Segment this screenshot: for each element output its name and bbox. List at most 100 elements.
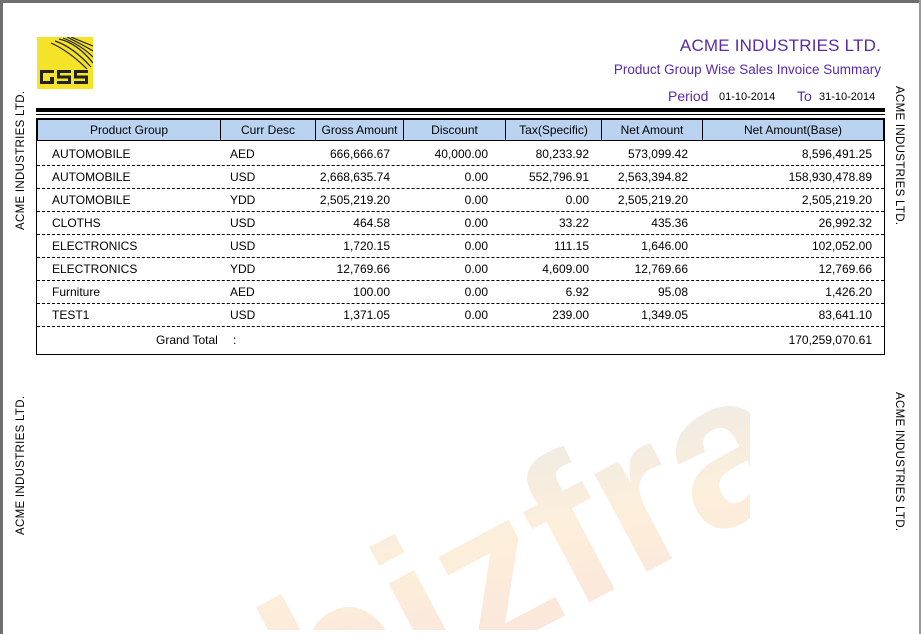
cell-product-group: ELECTRONICS [52,262,138,276]
cell-curr-desc: USD [230,170,256,184]
company-name: ACME INDUSTRIES LTD. [679,36,881,55]
sales-summary-table: Product Group Curr Desc Gross Amount Dis… [36,118,885,355]
cell-curr-desc: USD [230,308,256,322]
cell-tax-specific: 552,796.91 [528,170,589,184]
row-separator [37,188,884,189]
cell-net-amount: 95.08 [657,285,688,299]
table-row: AUTOMOBILE AED 666,666.67 40,000.00 80,233.9… [37,143,884,166]
row-separator [37,211,884,212]
cell-net-amount: 435.36 [651,216,688,230]
cell-gross-amount: 666,666.67 [329,147,390,161]
watermark-logo: bizframe [225,330,750,630]
cell-net-amount-base: 26,992.32 [818,216,872,230]
table-row: AUTOMOBILE USD 2,668,635.74 0.00 552,796.91 2… [37,166,884,189]
row-separator [37,257,884,258]
cell-tax-specific: 4,609.00 [542,262,589,276]
cell-tax-specific: 239.00 [552,308,589,322]
table-row: AUTOMOBILE YDD 2,505,219.20 0.00 0.00 2,505,2… [37,189,884,212]
row-separator [37,165,884,166]
table-row: ELECTRONICS USD 1,720.15 0.00 111.15 1,646.00… [37,235,884,258]
cell-discount: 0.00 [464,193,488,207]
row-separator [37,326,884,327]
period-range: Period 01-10-2014 To 31-10-2014 [668,88,888,108]
table-row: TEST1 USD 1,371.05 0.00 239.00 1,349.05 83,641… [37,304,884,327]
col-header-gross-amount: Gross Amount [315,119,404,141]
col-header-net-amount: Net Amount [601,119,703,141]
cell-net-amount-base: 102,052.00 [811,239,872,253]
period-to: 31-10-2014 [819,91,876,103]
cell-net-amount-base: 158,930,478.89 [788,170,872,184]
side-label-left-top: ACME INDUSTRIES LTD. [15,90,27,230]
cell-net-amount: 1,349.05 [641,308,688,322]
cell-net-amount: 2,563,394.82 [617,170,688,184]
cell-gross-amount: 2,505,219.20 [319,193,390,207]
cell-product-group: AUTOMOBILE [52,170,131,184]
cell-product-group: Furniture [52,285,101,299]
col-header-tax: Tax(Specific) [505,119,602,141]
header-rule-thick [36,108,885,112]
company-logo [37,37,93,89]
cell-net-amount: 12,769.66 [634,262,688,276]
cell-discount: 0.00 [464,216,488,230]
cell-tax-specific: 80,233.92 [535,147,589,161]
cell-discount: 0.00 [464,308,488,322]
cell-net-amount: 573,099.42 [627,147,688,161]
cell-curr-desc: YDD [230,193,256,207]
cell-discount: 0.00 [464,239,488,253]
cell-net-amount: 2,505,219.20 [617,193,688,207]
table-row: Furniture AED 100.00 0.00 6.92 95.08 1,426.20 [37,281,884,304]
cell-discount: 40,000.00 [434,147,488,161]
col-header-net-amount-base: Net Amount(Base) [702,119,884,141]
cell-gross-amount: 12,769.66 [336,262,390,276]
table-row: CLOTHS USD 464.58 0.00 33.22 435.36 26,992.32 [37,212,884,235]
row-separator [37,280,884,281]
cell-curr-desc: USD [230,239,256,253]
col-header-discount: Discount [403,119,506,141]
grand-total-value: 170,259,070.61 [788,333,872,347]
window-frame-left [0,0,3,634]
period-from: 01-10-2014 [719,91,776,103]
cell-curr-desc: USD [230,216,256,230]
cell-product-group: CLOTHS [52,216,101,230]
col-header-curr-desc: Curr Desc [220,119,316,141]
cell-net-amount-base: 83,641.10 [818,308,872,322]
cell-tax-specific: 6.92 [565,285,589,299]
report-title: Product Group Wise Sales Invoice Summary [613,62,881,77]
cell-gross-amount: 464.58 [353,216,390,230]
cell-tax-specific: 0.00 [565,193,589,207]
grand-total-label: Grand Total [156,333,218,347]
cell-product-group: AUTOMOBILE [52,193,131,207]
row-separator [37,303,884,304]
cell-discount: 0.00 [464,170,488,184]
cell-tax-specific: 111.15 [554,239,589,253]
period-label: Period [668,88,709,104]
grand-total-colon: : [233,333,237,347]
side-label-left-bottom: ACME INDUSTRIES LTD. [15,395,27,535]
window-frame-top [0,0,921,3]
col-header-product-group: Product Group [37,119,221,141]
cell-net-amount-base: 12,769.66 [818,262,872,276]
cell-gross-amount: 100.00 [353,285,390,299]
window-frame-right [919,0,921,634]
side-label-right-bottom: ACME INDUSTRIES LTD. [893,392,905,532]
side-label-right-top: ACME INDUSTRIES LTD. [893,86,905,226]
cell-discount: 0.00 [464,285,488,299]
cell-gross-amount: 1,720.15 [343,239,390,253]
cell-discount: 0.00 [464,262,488,276]
watermark-text: bizframe [225,330,750,630]
header-rule-thin [36,114,885,115]
cell-curr-desc: AED [230,285,255,299]
to-label: To [797,88,812,104]
cell-net-amount-base: 1,426.20 [825,285,872,299]
cell-product-group: ELECTRONICS [52,239,138,253]
cell-curr-desc: YDD [230,262,256,276]
cell-net-amount-base: 2,505,219.20 [801,193,872,207]
logo-icon [40,37,93,84]
cell-gross-amount: 1,371.05 [343,308,390,322]
cell-product-group: AUTOMOBILE [52,147,131,161]
cell-net-amount-base: 8,596,491.25 [801,147,872,161]
cell-net-amount: 1,646.00 [641,239,688,253]
cell-tax-specific: 33.22 [558,216,589,230]
row-separator [37,234,884,235]
cell-gross-amount: 2,668,635.74 [319,170,390,184]
